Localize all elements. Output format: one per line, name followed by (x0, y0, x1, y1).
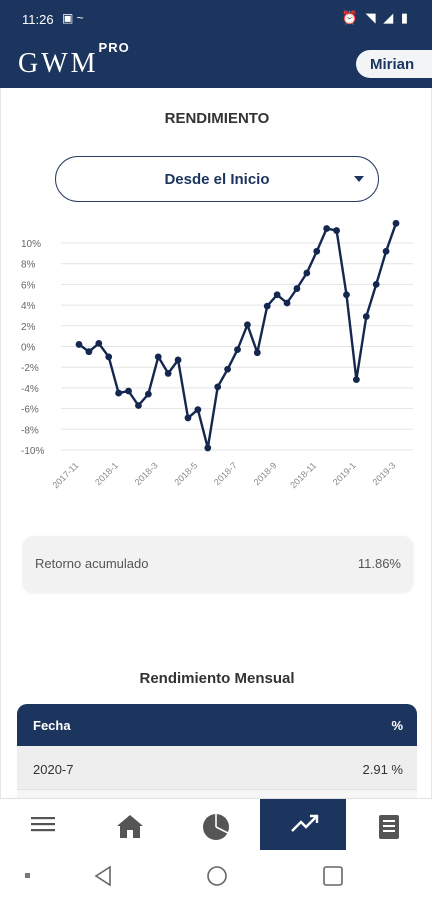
home-circle-icon[interactable] (206, 865, 228, 887)
data-point[interactable] (204, 444, 212, 452)
cumulative-return-label: Retorno acumulado (35, 556, 149, 571)
col-date-header: Fecha (33, 718, 71, 733)
table-row (17, 790, 417, 800)
performance-title: RENDIMIENTO (164, 110, 270, 127)
data-point[interactable] (144, 390, 152, 398)
back-icon[interactable] (92, 865, 114, 887)
x-tick-label: 2017-11 (50, 460, 80, 490)
menu-icon (31, 817, 55, 832)
data-point[interactable] (174, 356, 182, 364)
nav-performance[interactable] (260, 799, 346, 851)
status-time: 11:26 (22, 12, 54, 27)
y-tick-label: -10% (21, 446, 44, 457)
x-tick-label: 2018-5 (172, 460, 199, 487)
y-tick-label: -2% (21, 363, 39, 374)
pie-chart-icon (203, 814, 229, 840)
x-tick-label: 2018-3 (133, 460, 160, 487)
y-tick-label: 2% (21, 322, 36, 333)
nav-portfolio[interactable] (172, 799, 258, 851)
system-status-icons: ⏰ ◥ ◢ ▮ (341, 10, 410, 25)
data-point[interactable] (362, 313, 370, 320)
data-point[interactable] (382, 247, 390, 255)
data-point[interactable] (154, 353, 162, 361)
app-logo: GWMPRO (18, 39, 130, 79)
overview-square-icon[interactable] (322, 865, 344, 887)
period-dropdown-value: Desde el Inicio (164, 171, 270, 188)
data-point[interactable] (283, 299, 291, 307)
monthly-title: Rendimiento Mensual (139, 670, 295, 687)
data-point[interactable] (135, 402, 142, 409)
x-tick-label: 2019-3 (371, 460, 398, 487)
performance-line-chart: 10% 8% 6% 4% 2% 0% -2% -4% -6% -8% -10% 2017-11 2018… (21, 219, 413, 490)
y-tick-label: 10% (21, 239, 41, 250)
row-pct: 2.91 % (362, 762, 403, 777)
data-point[interactable] (323, 225, 331, 232)
y-tick-label: -8% (21, 425, 39, 436)
bottom-nav (0, 798, 432, 851)
y-tick-label: -4% (21, 384, 39, 395)
cumulative-return-card: Retorno acumulado 11.86% (23, 536, 413, 592)
document-icon (379, 815, 399, 839)
y-tick-label: 0% (21, 343, 36, 354)
chevron-down-icon (354, 176, 364, 182)
x-tick-label: 2018-11 (288, 460, 318, 490)
table-row[interactable]: 2020-7 2.91 % (17, 746, 417, 790)
series-line (78, 222, 398, 450)
system-navigation-bar (0, 850, 432, 900)
data-point[interactable] (214, 383, 222, 391)
period-dropdown[interactable]: Desde el Inicio (55, 156, 379, 202)
x-tick-label: 2019-1 (331, 460, 358, 487)
x-tick-label: 2018-1 (93, 460, 120, 487)
y-tick-label: 4% (21, 301, 36, 312)
data-point[interactable] (85, 348, 93, 356)
data-point[interactable] (343, 291, 350, 299)
data-point[interactable] (164, 370, 172, 377)
notification-icons: ▣ ~ (62, 11, 84, 25)
data-point[interactable] (372, 281, 380, 288)
recents-dot-icon (25, 873, 30, 878)
data-point[interactable] (194, 406, 202, 414)
data-point[interactable] (392, 219, 400, 227)
monthly-table: Fecha % 2020-7 2.91 % (17, 704, 417, 800)
y-tick-label: -6% (21, 405, 39, 416)
nav-home[interactable] (86, 799, 172, 851)
data-point[interactable] (224, 365, 231, 373)
nav-documents[interactable] (346, 799, 432, 851)
nav-menu[interactable] (0, 799, 86, 851)
status-bar: 11:26 ▣ ~ ⏰ ◥ ◢ ▮ (0, 0, 432, 40)
trending-up-icon (291, 814, 319, 832)
data-point[interactable] (303, 269, 311, 277)
data-point[interactable] (333, 227, 340, 234)
app-header: GWMPRO Mirian (0, 40, 432, 88)
data-point[interactable] (95, 339, 103, 347)
data-point[interactable] (234, 346, 241, 354)
data-point[interactable] (313, 247, 321, 255)
data-point[interactable] (125, 387, 132, 395)
row-date: 2020-7 (33, 762, 74, 777)
data-point[interactable] (263, 302, 271, 310)
data-point[interactable] (352, 376, 360, 384)
data-point[interactable] (75, 341, 83, 348)
table-header: Fecha % (17, 704, 417, 746)
home-icon (117, 815, 143, 838)
y-tick-label: 8% (21, 260, 36, 271)
data-point[interactable] (293, 285, 301, 292)
data-point[interactable] (184, 414, 192, 422)
col-pct-header: % (391, 718, 403, 733)
data-point[interactable] (105, 353, 113, 361)
cumulative-return-value: 11.86% (357, 556, 401, 571)
data-point[interactable] (273, 291, 281, 299)
x-tick-label: 2018-9 (252, 460, 279, 487)
data-point[interactable] (115, 389, 123, 397)
data-point[interactable] (244, 321, 251, 329)
main-content: RENDIMIENTO Desde el Inicio 10% 8% 6% 4% 2% 0… (0, 88, 432, 800)
user-menu-button[interactable]: Mirian (356, 50, 432, 78)
y-tick-label: 6% (21, 280, 36, 291)
data-point[interactable] (253, 349, 261, 357)
x-tick-label: 2018-7 (212, 460, 239, 487)
